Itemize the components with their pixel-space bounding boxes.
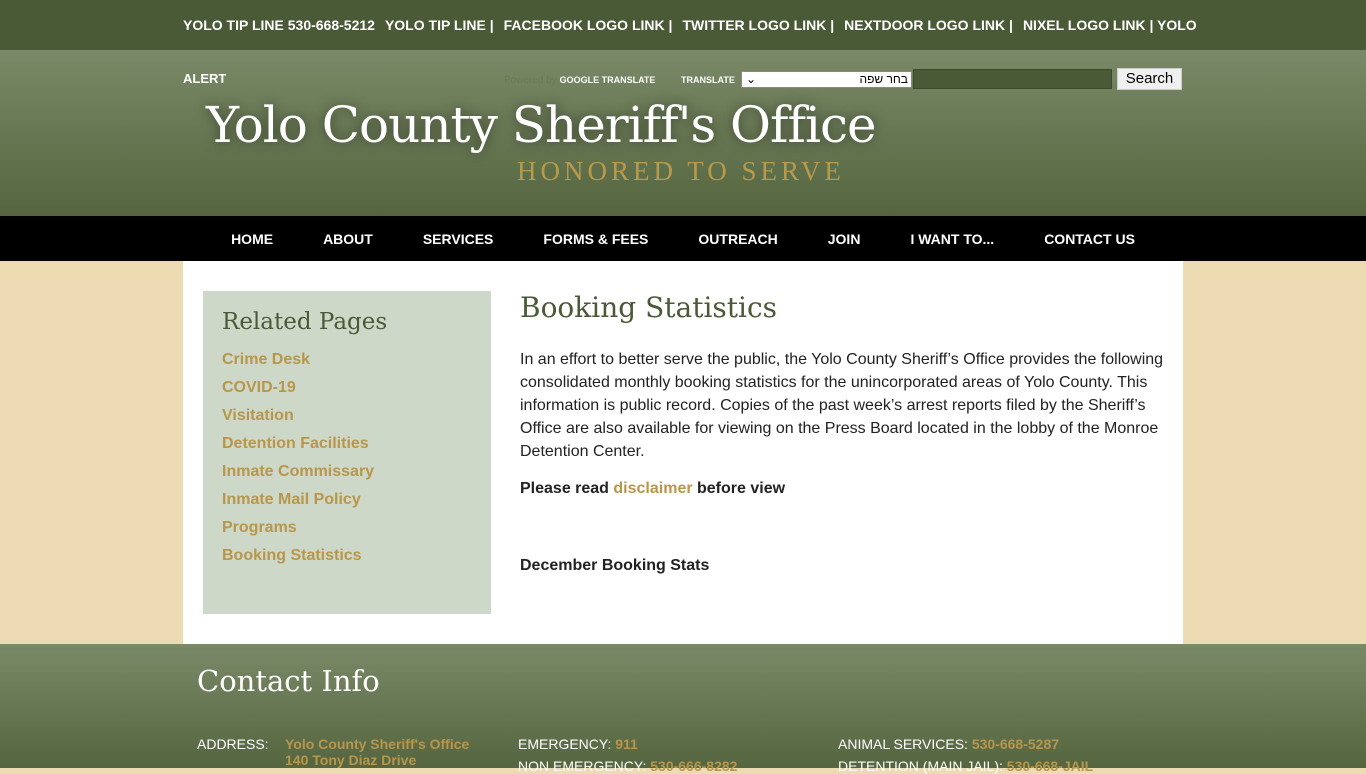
address: Yolo County Sheriff's Office 140 Tony Dia…: [285, 736, 469, 768]
animal-number[interactable]: 530-668-5287: [971, 736, 1060, 752]
nonemergency-number[interactable]: 530-666-8282: [650, 758, 738, 774]
emergency-label: EMERGENCY:: [518, 736, 616, 752]
sidebar-item-programs[interactable]: Programs: [222, 519, 297, 536]
google-translate-link[interactable]: GOOGLE TRANSLATE: [559, 75, 656, 85]
phones-col-2: ANIMAL SERVICES: 530-668-5287 DETENTION …: [838, 736, 1093, 774]
header: ALERT Powered by GOOGLE TRANSLATE TRANSL…: [0, 50, 1366, 216]
language-select[interactable]: ⌄ בחר שפה: [741, 71, 912, 88]
sidebar-item-detention-facilities[interactable]: Detention Facilities: [222, 435, 369, 452]
site-tagline: HONORED TO SERVE: [517, 156, 845, 186]
language-select-value: בחר שפה: [859, 72, 908, 86]
tip-line-link[interactable]: YOLO TIP LINE 530-668-5212: [183, 17, 375, 33]
animal-label: ANIMAL SERVICES:: [838, 736, 972, 752]
tip-line-logo-link[interactable]: YOLO TIP LINE |: [384, 17, 494, 33]
address-line2: 140 Tony Diaz Drive: [285, 752, 417, 768]
sidebar-item-inmate-mail[interactable]: Inmate Mail Policy: [222, 491, 361, 508]
december-stats-link[interactable]: December Booking Stats: [520, 557, 710, 574]
intro-text: In an effort to better serve the public,…: [520, 351, 1164, 460]
nav-join[interactable]: JOIN: [827, 230, 861, 247]
sidebar-title: Related Pages: [222, 309, 388, 335]
address-line1: Yolo County Sheriff's Office: [285, 736, 470, 752]
disclaimer-note: Please read disclaimer before view: [520, 477, 1170, 500]
related-pages-sidebar: Related Pages Crime Desk COVID-19 Visita…: [203, 291, 491, 614]
disclaimer-link[interactable]: disclaimer: [613, 480, 693, 497]
sidebar-item-booking-statistics[interactable]: Booking Statistics: [222, 547, 362, 564]
nav-i-want-to[interactable]: I WANT TO...: [910, 230, 995, 247]
nonemergency-label: NON EMERGENCY:: [518, 758, 651, 774]
detention-label: DETENTION (MAIN JAIL):: [838, 758, 1007, 774]
detention-number[interactable]: 530-668-JAIL: [1006, 758, 1094, 774]
sidebar-item-crime-desk[interactable]: Crime Desk: [222, 351, 311, 368]
nav-home[interactable]: HOME: [231, 230, 274, 247]
translate-label: TRANSLATE: [681, 75, 735, 85]
read-post: before view: [692, 480, 786, 497]
address-label: ADDRESS:: [197, 736, 269, 752]
nav-outreach[interactable]: OUTREACH: [698, 230, 778, 247]
page-title: Booking Statistics: [520, 291, 778, 324]
emergency-number[interactable]: 911: [615, 736, 638, 752]
sidebar-item-inmate-commissary[interactable]: Inmate Commissary: [222, 463, 375, 480]
sidebar-item-covid[interactable]: COVID-19: [222, 379, 296, 396]
main-content: Related Pages Crime Desk COVID-19 Visita…: [183, 261, 1183, 644]
nav-forms-fees[interactable]: FORMS & FEES: [543, 230, 649, 247]
article: Booking Statistics In an effort to bette…: [520, 291, 1170, 591]
sidebar-item-visitation[interactable]: Visitation: [222, 407, 294, 424]
contact-title: Contact Info: [197, 664, 380, 698]
twitter-link[interactable]: TWITTER LOGO LINK |: [682, 17, 835, 33]
search-button[interactable]: Search: [1117, 68, 1182, 90]
site-title[interactable]: Yolo County Sheriff's Office: [206, 96, 877, 154]
footer: Contact Info ADDRESS: Yolo County Sherif…: [0, 644, 1366, 774]
nav-services[interactable]: SERVICES: [422, 230, 494, 247]
nextdoor-link[interactable]: NEXTDOOR LOGO LINK |: [844, 17, 1013, 33]
powered-by: Powered by GOOGLE TRANSLATE: [504, 75, 655, 86]
read-pre: Please read: [520, 480, 614, 497]
phones-col: EMERGENCY: 911 NON EMERGENCY: 530-666-82…: [518, 736, 737, 774]
nav-about[interactable]: ABOUT: [323, 230, 373, 247]
nav-contact-us[interactable]: CONTACT US: [1044, 230, 1135, 247]
facebook-link[interactable]: FACEBOOK LOGO LINK |: [503, 17, 673, 33]
search-input[interactable]: [913, 69, 1112, 89]
top-links-bar: YOLO TIP LINE 530-668-5212 YOLO TIP LINE…: [0, 0, 1366, 50]
main-nav: HOME ABOUT SERVICES FORMS & FEES OUTREAC…: [0, 216, 1366, 261]
nixel-link[interactable]: NIXEL LOGO LINK | YOLO: [1022, 17, 1197, 33]
powered-by-text: Powered by: [504, 75, 557, 86]
alert-link[interactable]: ALERT: [183, 71, 227, 86]
chevron-down-icon: ⌄: [746, 72, 757, 86]
